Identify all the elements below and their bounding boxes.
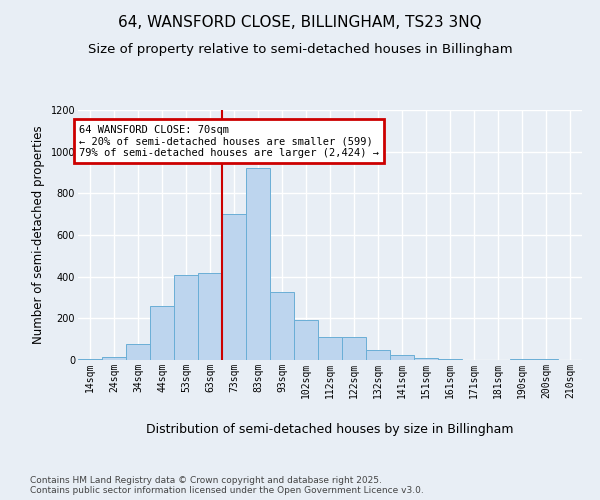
Bar [150,306,174,360]
Text: Contains HM Land Registry data © Crown copyright and database right 2025.
Contai: Contains HM Land Registry data © Crown c… [30,476,424,495]
Text: 64 WANSFORD CLOSE: 70sqm
← 20% of semi-detached houses are smaller (599)
79% of : 64 WANSFORD CLOSE: 70sqm ← 20% of semi-d… [79,124,379,158]
Bar [534,359,558,360]
Bar [222,214,246,360]
Bar [126,344,150,360]
Text: Size of property relative to semi-detached houses in Billingham: Size of property relative to semi-detach… [88,42,512,56]
Bar [510,359,534,360]
Bar [198,272,222,360]
Bar [174,274,198,360]
Bar [270,292,294,360]
Bar [318,337,342,360]
Text: Distribution of semi-detached houses by size in Billingham: Distribution of semi-detached houses by … [146,422,514,436]
Text: 64, WANSFORD CLOSE, BILLINGHAM, TS23 3NQ: 64, WANSFORD CLOSE, BILLINGHAM, TS23 3NQ [118,15,482,30]
Bar [342,337,366,360]
Bar [294,320,318,360]
Bar [366,350,390,360]
Bar [414,358,438,360]
Bar [78,359,102,360]
Bar [246,168,270,360]
Bar [102,357,126,360]
Bar [438,359,462,360]
Bar [390,355,414,360]
Y-axis label: Number of semi-detached properties: Number of semi-detached properties [32,126,45,344]
